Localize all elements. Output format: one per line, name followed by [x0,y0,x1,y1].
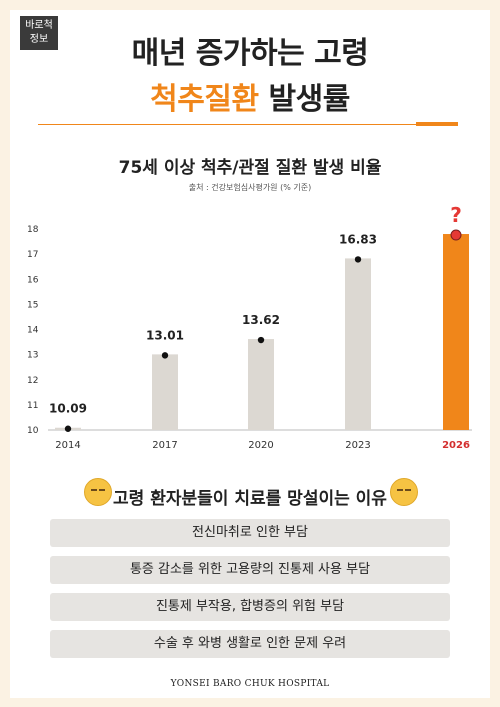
title-underline [38,124,458,125]
highlight-point [450,229,462,241]
data-label: 13.62 [242,313,280,327]
badge-line-2: 정보 [29,34,49,45]
y-tick-label: 15 [27,300,38,310]
bar [345,258,371,430]
x-tick-label: 2017 [152,440,177,451]
data-point [161,352,169,359]
headline-line-2: 척추질환 발생률 [0,74,500,118]
reason-item: 전신마취로 인한 부담 [50,519,450,547]
bar [248,339,274,430]
x-tick-label: 2026 [442,440,470,451]
reason-item: 진통제 부작용, 합병증의 위험 부담 [50,593,450,621]
worried-face-icon [84,478,112,506]
y-tick-label: 10 [27,426,39,436]
y-tick-label: 11 [27,401,38,411]
reason-item: 수술 후 와병 생활로 인한 문제 우려 [50,630,450,658]
bar [152,354,178,430]
headline-highlight: 척추질환 [150,82,259,117]
chart-title: 75세 이상 척추/관절 질환 발생 비율 [118,158,382,178]
data-label: 10.09 [49,402,87,416]
y-tick-label: 13 [27,351,38,361]
y-tick-label: 16 [27,275,39,285]
x-tick-label: 2023 [345,440,370,451]
x-tick-label: 2014 [55,440,80,451]
headline-rest: 발생률 [268,82,351,117]
chart-source: 출처 : 건강보험심사평가원 (% 기준) [188,183,312,192]
question-mark-label: ? [450,203,462,227]
data-point [64,425,72,432]
badge-line-1: 바로척 [25,20,53,31]
data-point [257,336,265,344]
y-tick-label: 18 [27,225,39,235]
data-point [354,256,362,263]
bar-highlight [443,234,469,430]
title-underline-accent [416,122,458,126]
worried-face-icon [390,478,418,506]
info-badge: 바로척 정보 [20,16,58,50]
data-label: 13.01 [146,328,184,342]
y-tick-label: 12 [27,376,38,386]
x-tick-label: 2020 [248,440,273,451]
hospital-name: YONSEI BARO CHUK HOSPITAL [170,679,330,689]
y-tick-label: 17 [27,250,38,260]
data-label: 16.83 [339,232,377,246]
y-tick-label: 14 [27,326,39,336]
reason-item: 통증 감소를 위한 고용량의 진통제 사용 부담 [50,556,450,584]
bar-chart: 10 11 12 13 14 15 16 17 18 10.09 2014 13.01 2017 13.6… [27,203,472,451]
reasons-title: 고령 환자분들이 치료를 망설이는 이유 [113,489,387,509]
headline-line-1: 매년 증가하는 고령 [131,36,369,71]
